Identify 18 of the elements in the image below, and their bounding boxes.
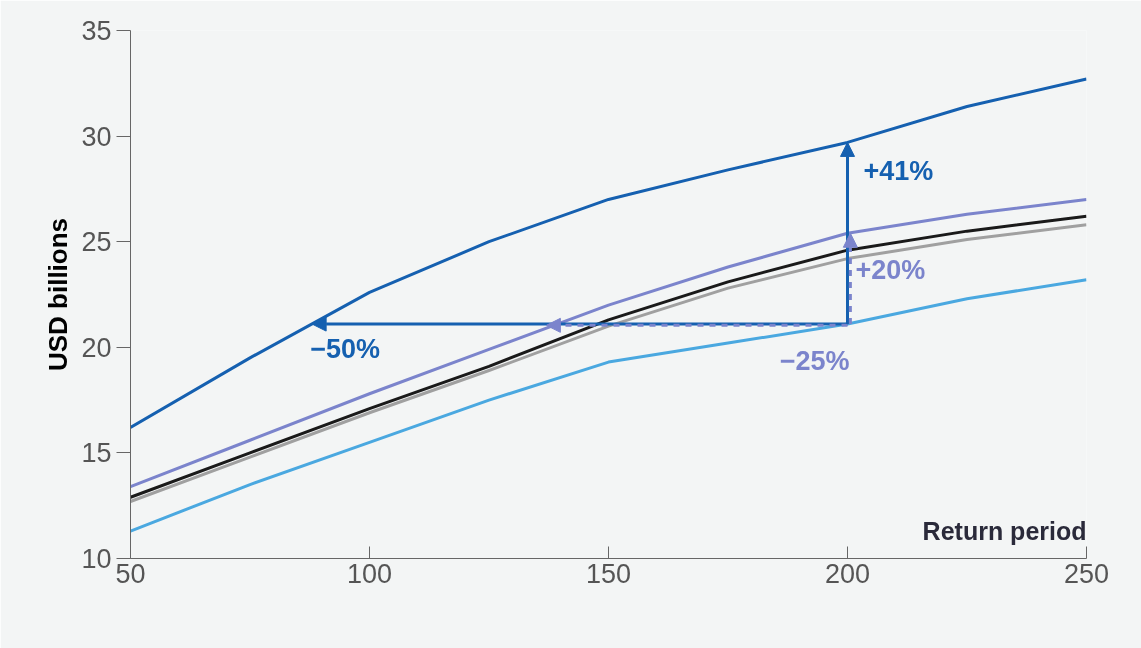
y-tick-label: 30 — [81, 121, 112, 152]
y-tick-label: 15 — [81, 438, 112, 469]
y-tick-label: 10 — [81, 544, 112, 574]
x-tick-label: 200 — [824, 558, 871, 589]
y-tick-label: 35 — [81, 16, 112, 46]
y-axis-title: USD billions — [43, 217, 74, 372]
annotation: −50% — [310, 334, 380, 365]
x-axis-title: Return period — [922, 516, 1087, 545]
y-tick-label: 25 — [81, 227, 112, 258]
annotation: +20% — [855, 255, 926, 286]
x-tick-label: 50 — [115, 558, 146, 589]
y-tick-label: 20 — [81, 332, 112, 363]
x-tick-label: 250 — [1063, 558, 1110, 589]
line-series — [130, 77, 1087, 430]
annotation: +41% — [863, 156, 934, 187]
x-tick-label: 100 — [346, 558, 393, 589]
annotation: −25% — [779, 346, 850, 377]
x-tick-label: 150 — [585, 558, 632, 589]
